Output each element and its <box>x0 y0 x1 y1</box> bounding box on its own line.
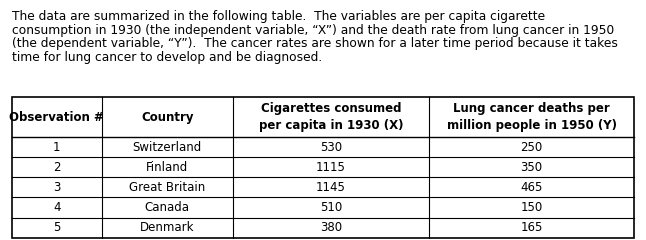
Text: 380: 380 <box>320 221 342 234</box>
Text: 165: 165 <box>521 221 543 234</box>
Text: The data are summarized in the following table.  The variables are per capita ci: The data are summarized in the following… <box>12 10 545 23</box>
Text: 350: 350 <box>521 161 543 174</box>
Text: consumption in 1930 (the independent variable, “X”) and the death rate from lung: consumption in 1930 (the independent var… <box>12 24 614 36</box>
Text: 4: 4 <box>53 201 61 214</box>
Text: Observation #: Observation # <box>10 111 104 124</box>
Text: 1: 1 <box>53 141 61 154</box>
Text: 150: 150 <box>521 201 543 214</box>
Text: 465: 465 <box>521 181 543 194</box>
Text: 1115: 1115 <box>316 161 346 174</box>
Text: Lung cancer deaths per
million people in 1950 (Y): Lung cancer deaths per million people in… <box>446 102 617 132</box>
Text: Denmark: Denmark <box>140 221 194 234</box>
Text: (the dependent variable, “Y”).  The cancer rates are shown for a later time peri: (the dependent variable, “Y”). The cance… <box>12 37 618 50</box>
Text: 2: 2 <box>53 161 61 174</box>
Text: 510: 510 <box>320 201 342 214</box>
Text: Switzerland: Switzerland <box>132 141 202 154</box>
Text: 3: 3 <box>53 181 61 194</box>
Text: 5: 5 <box>53 221 61 234</box>
Text: Country: Country <box>141 111 194 124</box>
Text: time for lung cancer to develop and be diagnosed.: time for lung cancer to develop and be d… <box>12 51 322 64</box>
Bar <box>12 97 634 238</box>
Text: Cigarettes consumed
per capita in 1930 (X): Cigarettes consumed per capita in 1930 (… <box>258 102 403 132</box>
Text: 530: 530 <box>320 141 342 154</box>
Text: Great Britain: Great Britain <box>129 181 205 194</box>
Text: 250: 250 <box>521 141 543 154</box>
Text: Canada: Canada <box>145 201 190 214</box>
Text: Finland: Finland <box>146 161 189 174</box>
Text: 1145: 1145 <box>316 181 346 194</box>
